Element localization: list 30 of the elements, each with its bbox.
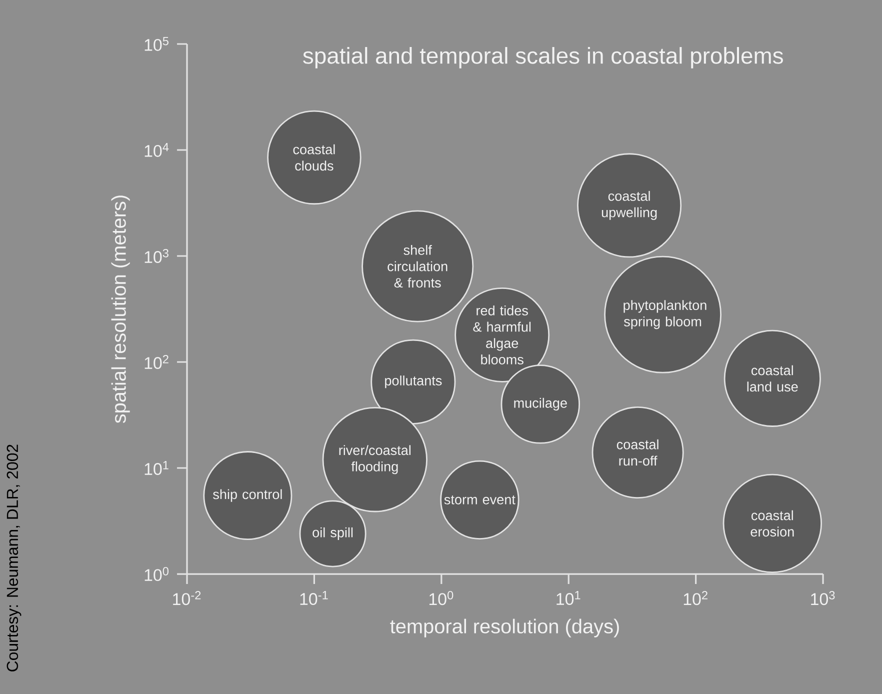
annotation: coastal land use [747, 365, 798, 392]
annotation: coastal upwelling [602, 190, 657, 220]
x-tick-label: 10$^{0}$ [429, 591, 454, 606]
text: Courtesy: Neumann, DLR, 2002 [6, 444, 22, 672]
annotation: pollutants [385, 376, 442, 388]
y-tick-label: 10$^{2}$ [144, 354, 168, 370]
x-axis-title: temporal resolution (days) [390, 618, 619, 638]
x-tick-label: 10$^{3}$ [811, 591, 835, 606]
annotation: red tides & harmful algae blooms [473, 305, 531, 364]
y-axis-title: spatial resolution (meters) [111, 196, 130, 424]
y-tick-label: 10$^{4}$ [144, 143, 169, 157]
chart-title: spatial and temporal scales in coastal problems [303, 47, 783, 68]
annotation: coastal erosion [750, 510, 794, 537]
annotation: oil spill [312, 527, 353, 540]
annotation: river/coastal flooding [339, 445, 410, 474]
annotation: ship control [213, 489, 282, 502]
x-tick-label: 10$^{1}$ [556, 591, 580, 605]
annotation: coastal run-off [616, 439, 658, 466]
y-tick-label: 10$^{1}$ [144, 461, 168, 475]
y-tick-label: 10$^{3}$ [144, 248, 168, 264]
x-tick-label: 10$^{-2}$ [173, 591, 201, 606]
annotation: shelf circulation & fronts [388, 244, 448, 288]
y-tick-label: 10$^{0}$ [144, 566, 169, 582]
annotation: phytoplankton spring bloom [624, 300, 706, 330]
annotation: storm event [444, 495, 516, 504]
x-tick-label: 10$^{2}$ [684, 591, 708, 606]
y-tick-label: 10$^{5}$ [144, 37, 168, 51]
x-tick-label: 10$^{-1}$ [300, 591, 328, 605]
annotation: mucilage [514, 398, 567, 410]
annotation: coastal clouds [293, 144, 335, 171]
